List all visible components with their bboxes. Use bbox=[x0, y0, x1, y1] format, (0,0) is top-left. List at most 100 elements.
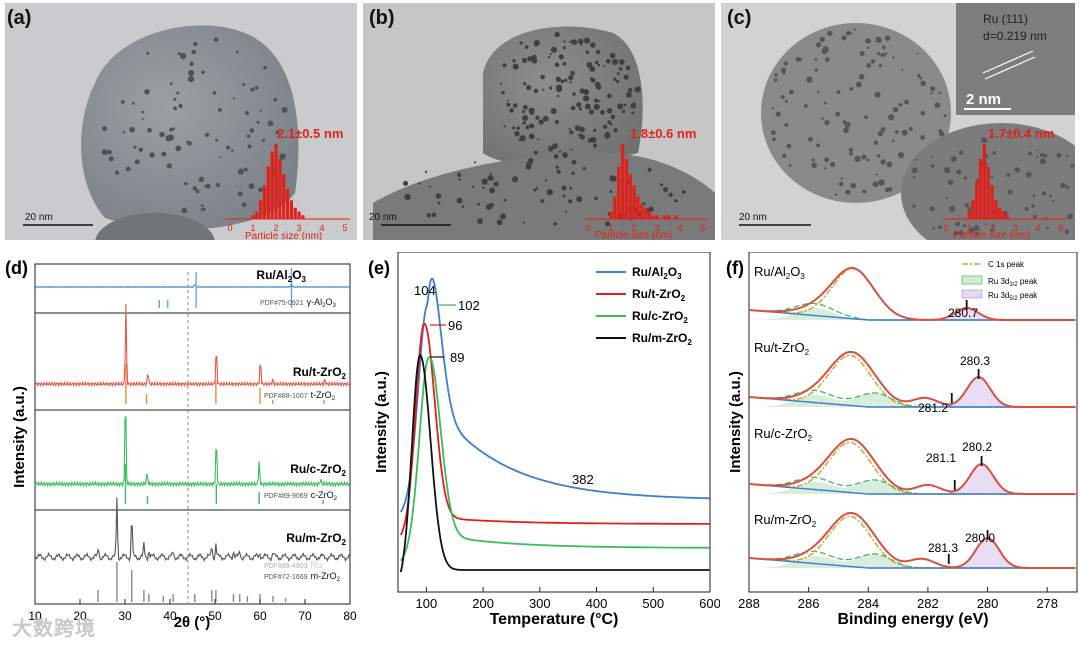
ann-102: 102 bbox=[458, 298, 480, 313]
hist-bar bbox=[978, 159, 983, 219]
nanoparticle bbox=[849, 31, 853, 35]
nanoparticle bbox=[1006, 173, 1011, 178]
nanoparticle bbox=[773, 78, 778, 82]
nanoparticle bbox=[571, 39, 578, 45]
nanoparticle bbox=[564, 210, 568, 213]
hist-bar bbox=[647, 211, 652, 219]
nanoparticle bbox=[477, 218, 483, 224]
nanoparticle bbox=[519, 41, 523, 45]
ru52-fill bbox=[749, 377, 1077, 407]
nanoparticle bbox=[840, 177, 844, 180]
nanoparticle bbox=[218, 108, 222, 112]
nanoparticle bbox=[1056, 152, 1062, 158]
nanoparticle bbox=[618, 67, 623, 71]
ann-280-0: 280.0 bbox=[965, 531, 995, 545]
nanoparticle bbox=[845, 189, 851, 195]
tpr-series bbox=[400, 277, 710, 513]
hist-bar bbox=[266, 166, 271, 219]
nanoparticle bbox=[574, 125, 581, 131]
nanoparticle bbox=[788, 164, 792, 167]
nanoparticle bbox=[938, 129, 943, 133]
pdf-ref-t: PDF#88-1007 t-ZrO2 bbox=[264, 390, 336, 402]
nanoparticle bbox=[499, 82, 503, 85]
nanoparticle bbox=[212, 91, 217, 95]
nanoparticle bbox=[808, 136, 813, 142]
hist-tick-label: 3 bbox=[296, 223, 301, 233]
panel-label-f: (f) bbox=[726, 258, 744, 278]
legend-ru52: Ru 3d5/2 peak bbox=[988, 291, 1038, 302]
nanoparticle bbox=[943, 166, 951, 174]
xrd-tick: 60 bbox=[253, 609, 267, 623]
nanoparticle bbox=[159, 131, 165, 138]
nanoparticle bbox=[590, 77, 596, 83]
tpr-frame bbox=[397, 252, 711, 593]
nanoparticle bbox=[1036, 149, 1039, 152]
nanoparticle bbox=[528, 157, 534, 164]
xps-ylabel: Intensity (a.u.) bbox=[727, 371, 744, 473]
nanoparticle bbox=[215, 138, 218, 142]
nanoparticle bbox=[213, 37, 219, 42]
nanoparticle bbox=[1046, 226, 1050, 230]
hist-tick-label: 4 bbox=[1035, 223, 1040, 233]
nanoparticle bbox=[609, 190, 613, 194]
nanoparticle bbox=[895, 130, 899, 134]
nanoparticle bbox=[535, 187, 539, 190]
nanoparticle bbox=[848, 147, 854, 152]
nanoparticle bbox=[806, 76, 813, 83]
nanoparticle bbox=[932, 226, 935, 230]
nanoparticle bbox=[825, 57, 830, 62]
nanoparticle bbox=[953, 231, 959, 236]
nanoparticle bbox=[605, 131, 610, 136]
nanoparticle bbox=[583, 95, 590, 102]
nanoparticle bbox=[674, 199, 678, 203]
nanoparticle bbox=[474, 161, 477, 164]
nanoparticle bbox=[555, 165, 559, 169]
nanoparticle bbox=[582, 166, 586, 170]
nanoparticle bbox=[841, 35, 847, 41]
nanoparticle bbox=[784, 99, 788, 103]
tpr-tick: 400 bbox=[586, 596, 608, 611]
nanoparticle bbox=[549, 86, 553, 90]
nanoparticle bbox=[609, 52, 616, 59]
scale-text-c: 20 nm bbox=[739, 212, 767, 223]
nanoparticle bbox=[161, 151, 167, 157]
nanoparticle bbox=[963, 176, 968, 180]
nanoparticle bbox=[231, 149, 234, 152]
nanoparticle bbox=[835, 114, 838, 117]
hist-tick-label: 0 bbox=[585, 223, 590, 233]
pdf-ref-c: PDF#89-9069 c-ZrO2 bbox=[264, 490, 338, 502]
nanoparticle bbox=[590, 137, 597, 143]
nanoparticle bbox=[616, 79, 620, 84]
xps-tick: 288 bbox=[738, 596, 760, 611]
nanoparticle bbox=[866, 158, 870, 162]
nanoparticle bbox=[141, 117, 144, 120]
nanoparticle bbox=[875, 173, 878, 176]
nanoparticle bbox=[169, 82, 173, 85]
tem-panel-a: (a) 0 1 2 3 4 5 Particle size (nm) 2.1±0.5 nm… bbox=[5, 3, 357, 240]
hist-xlabel-b: Particle size (nm) bbox=[595, 230, 672, 240]
nanoparticle bbox=[866, 46, 870, 50]
nanoparticle bbox=[585, 50, 590, 54]
nanoparticle bbox=[489, 202, 494, 208]
nanoparticle bbox=[904, 99, 910, 105]
nanoparticle bbox=[973, 225, 980, 232]
histogram-c: Ru (111) d=0.219 nm 2 nm 0 1 2 3 4 5 Particle… bbox=[739, 12, 1066, 240]
nanoparticle bbox=[173, 106, 178, 111]
nanoparticle bbox=[913, 158, 917, 161]
nanoparticle bbox=[502, 63, 507, 68]
nanoparticle bbox=[563, 40, 566, 43]
nanoparticle bbox=[554, 31, 560, 38]
nanoparticle bbox=[247, 144, 252, 149]
nanoparticle bbox=[125, 166, 131, 172]
nanoparticle bbox=[540, 199, 545, 203]
tpr-ylabel: Intensity (a.u.) bbox=[373, 371, 390, 473]
nanoparticle bbox=[898, 152, 905, 159]
nanoparticle bbox=[533, 150, 538, 155]
hist-bar bbox=[967, 211, 971, 219]
nanoparticle bbox=[236, 50, 239, 54]
panel-label-c: (c) bbox=[727, 7, 752, 29]
nanoparticle bbox=[817, 90, 820, 94]
nanoparticle bbox=[1014, 167, 1020, 173]
nanoparticle bbox=[549, 53, 552, 56]
xrd-label-al: Ru/Al2O3 bbox=[256, 268, 306, 284]
